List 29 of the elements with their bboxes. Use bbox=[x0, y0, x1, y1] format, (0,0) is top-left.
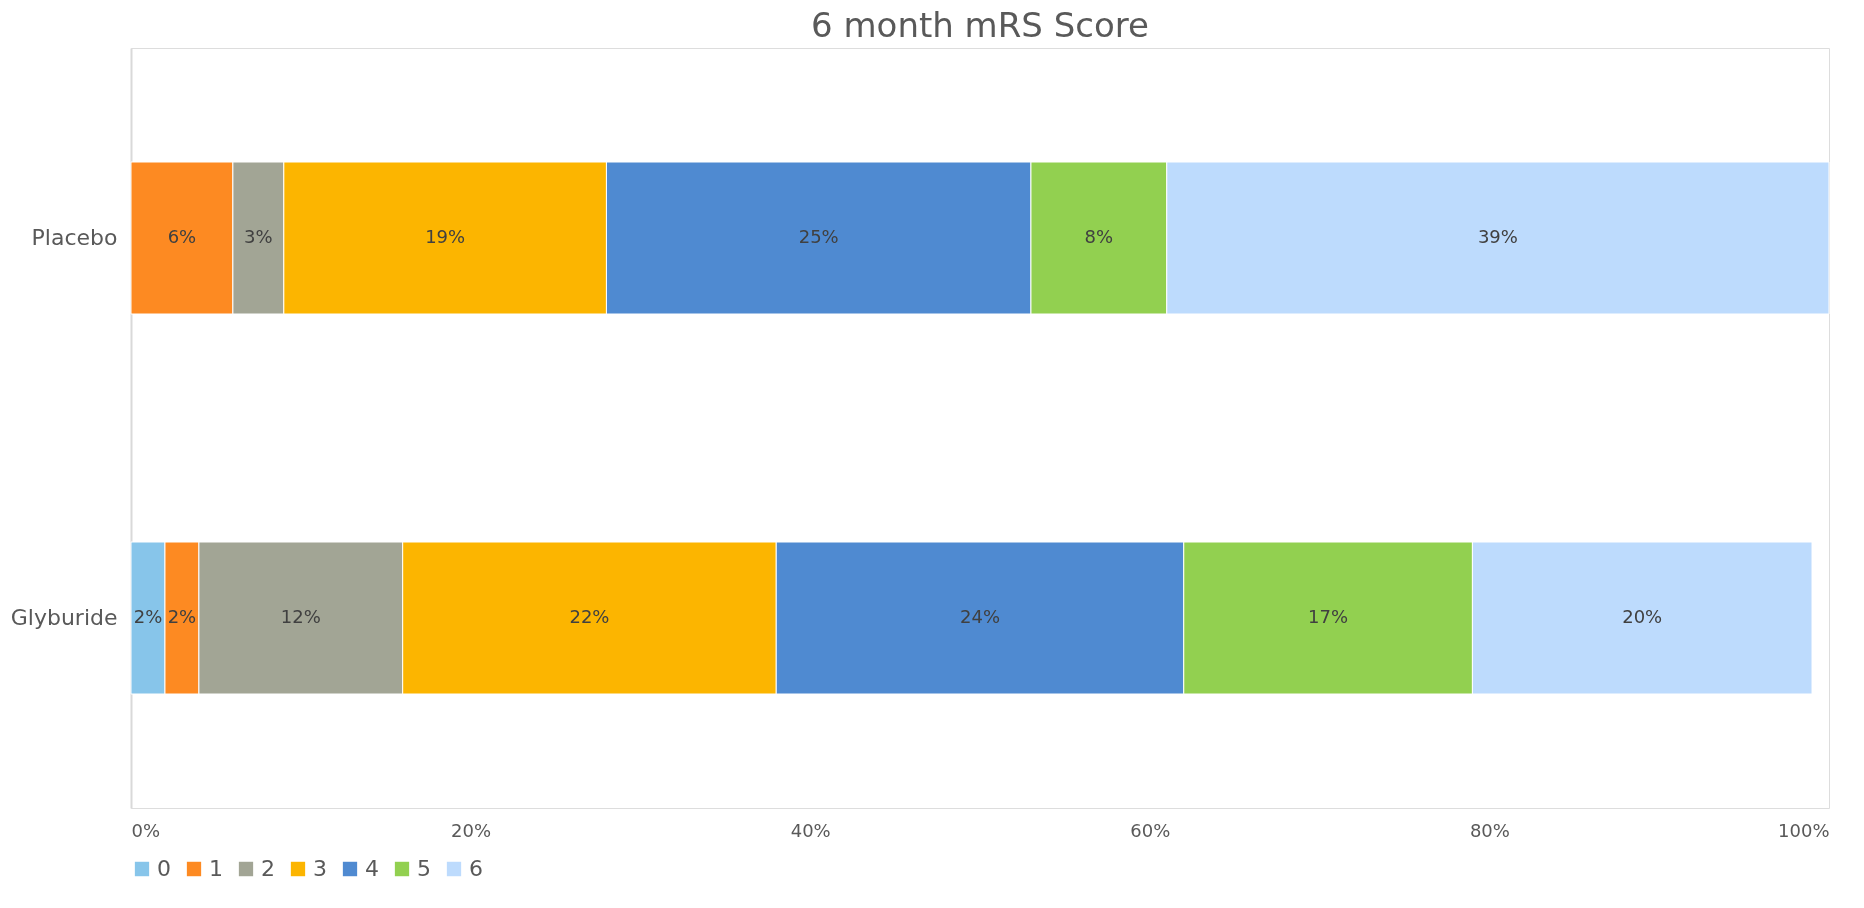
data-label: 22% bbox=[569, 606, 610, 627]
legend-label: 3 bbox=[313, 856, 327, 881]
x-tick-label: 60% bbox=[1130, 819, 1171, 841]
data-label: 12% bbox=[280, 606, 321, 627]
legend-label: 6 bbox=[469, 856, 483, 881]
x-tick-label: 80% bbox=[1469, 819, 1510, 841]
y-tick-label: Glyburide bbox=[10, 605, 118, 630]
data-label: 3% bbox=[244, 226, 273, 247]
x-tick-label: 40% bbox=[790, 819, 831, 841]
data-label: 2% bbox=[133, 606, 163, 627]
data-label: 6% bbox=[167, 226, 197, 247]
x-tick-label: 20% bbox=[451, 819, 492, 841]
data-label: 19% bbox=[425, 226, 466, 247]
legend-label: 5 bbox=[417, 856, 431, 881]
legend-label: 0 bbox=[157, 856, 171, 881]
data-label: 8% bbox=[1084, 226, 1114, 247]
data-label: 17% bbox=[1308, 606, 1349, 627]
y-tick-label: Placebo bbox=[31, 225, 118, 250]
x-tick-label: 100% bbox=[1778, 819, 1830, 841]
legend-label: 1 bbox=[209, 856, 223, 881]
data-label: 2% bbox=[167, 606, 197, 627]
legend-label: 2 bbox=[261, 856, 275, 881]
legend-label: 4 bbox=[365, 856, 379, 881]
data-label: 25% bbox=[798, 226, 839, 247]
chart-title: 6 month mRS Score bbox=[811, 5, 1149, 45]
data-label: 20% bbox=[1622, 606, 1663, 627]
data-label: 24% bbox=[959, 606, 1001, 627]
x-tick-label: 0% bbox=[131, 819, 161, 841]
data-label: 39% bbox=[1477, 226, 1518, 247]
